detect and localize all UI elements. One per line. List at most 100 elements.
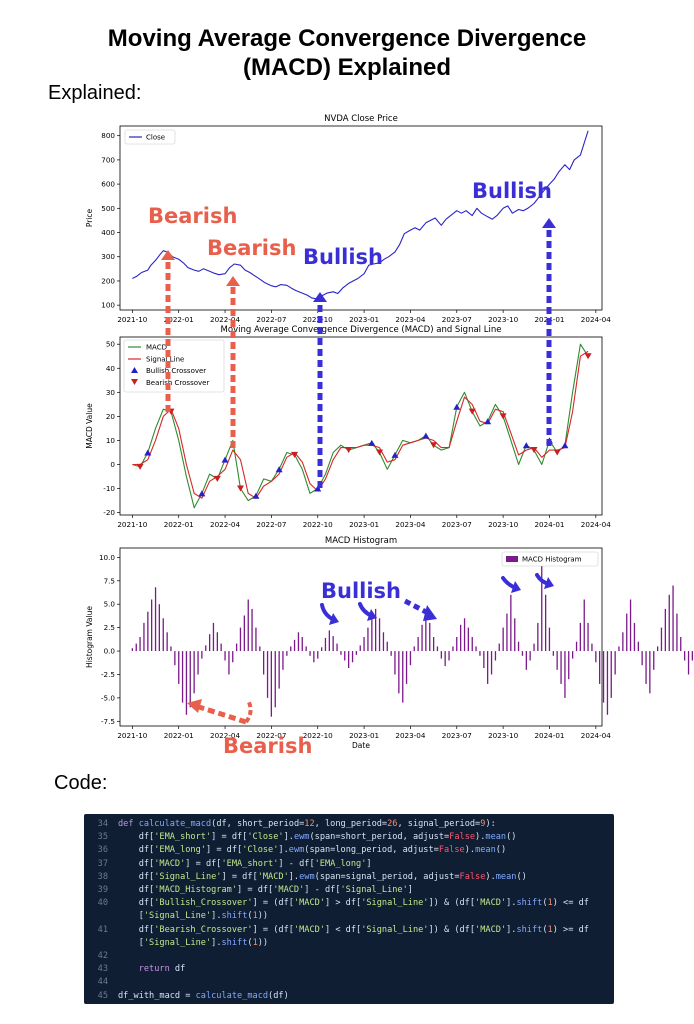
histogram-bar [599, 651, 601, 684]
y-tick-label: 100 [101, 301, 115, 310]
histogram-bar [463, 618, 466, 652]
x-tick-label: 2022-04 [210, 315, 240, 324]
code-line: 43 return df [84, 963, 614, 976]
hist-bearish-arrow [195, 703, 247, 725]
x-tick-label: 2022-01 [164, 520, 194, 529]
bullish-crossover-marker [391, 451, 399, 458]
histogram-bar [290, 646, 292, 652]
bearish-crossover-marker [530, 447, 538, 454]
y-tick-label: 50 [106, 340, 116, 349]
bearish-crossover-marker [553, 449, 561, 456]
histogram-bar [282, 651, 284, 670]
histogram-bar [525, 651, 527, 670]
histogram-bar [351, 651, 354, 663]
bullish-crossover-marker [314, 485, 322, 492]
histogram-bar [251, 608, 253, 652]
code-line: 41 df['Bearish_Crossover'] = (df['MACD']… [84, 924, 614, 937]
bullish-crossover-marker [422, 432, 430, 439]
legend-box [124, 129, 176, 145]
title-line-1: Moving Average Convergence Divergence [107, 25, 587, 52]
line-number: 35 [97, 832, 108, 843]
histogram-bar [572, 651, 574, 659]
histogram-bar [521, 651, 524, 656]
histogram-bar [595, 651, 597, 663]
x-tick-label: 2023-01 [349, 520, 379, 529]
histogram-bar [498, 643, 500, 652]
code-line: ['Signal_Line'].shift(1)) [84, 937, 614, 950]
x-tick-label: 2021-10 [117, 731, 147, 740]
histogram-bar [614, 651, 616, 675]
x-tick-label: 2023-10 [488, 315, 518, 324]
code-line: 37 df['MACD'] = df['EMA_short'] - df['EM… [84, 858, 614, 871]
histogram-bar [135, 643, 137, 652]
series-line-close [132, 130, 589, 300]
code-line: 42 [84, 950, 614, 963]
histogram-bar [680, 637, 682, 652]
histogram-bar [487, 651, 489, 684]
legend-box [123, 339, 225, 393]
histogram-bar [378, 618, 381, 652]
code-line: 44 [84, 976, 614, 989]
histogram-bar [170, 646, 172, 652]
x-tick-label: 2023-01 [349, 315, 379, 324]
histogram-bar [321, 647, 323, 651]
histogram-bar [506, 613, 508, 652]
title-line-2: (MACD) Explained [242, 54, 451, 81]
annotation-hist-bullish: Bullish [321, 579, 401, 603]
histogram-bar [575, 641, 578, 652]
histogram-bar [166, 632, 168, 651]
bullish-crossover-marker [522, 442, 530, 449]
histogram-bar [147, 611, 149, 651]
histogram-bar [545, 594, 547, 651]
legend-label-histogram: MACD Histogram [522, 556, 582, 564]
x-tick-label: 2022-07 [256, 731, 286, 740]
legend-label-bearish: Bearish Crossover [146, 379, 209, 387]
histogram-bar [398, 651, 400, 694]
histogram-bar [591, 643, 593, 652]
line-number: 42 [97, 951, 108, 961]
histogram-bar [668, 594, 670, 651]
code-line: 40 df['Bullish_Crossover'] = (df['MACD']… [84, 897, 614, 910]
line-number: 39 [97, 885, 108, 895]
x-tick-label: 2024-04 [581, 315, 611, 324]
code-line: 45 df_with_macd = calculate_macd(df) [84, 990, 614, 1003]
histogram-bar [537, 622, 539, 651]
plot-frame [119, 125, 603, 311]
code-line: 34 def calculate_macd(df, short_period=12… [84, 818, 614, 831]
histogram-bar [216, 632, 218, 651]
x-tick-label: 2022-04 [210, 731, 240, 740]
histogram-bar [336, 643, 338, 652]
histogram-bar [263, 651, 265, 675]
chart-2: Moving Average Convergence Divergence (M… [85, 325, 611, 529]
x-tick-label: 2024-04 [581, 731, 611, 740]
histogram-bar [278, 651, 280, 689]
explained-label: Explained: [48, 82, 142, 104]
histogram-bar [193, 651, 195, 694]
y-tick-label: 2.5 [104, 623, 115, 632]
histogram-bar [359, 645, 361, 651]
bearish-crossover-marker [499, 413, 507, 420]
y-tick-label: 5.0 [104, 600, 116, 609]
y-tick-label: 0.0 [104, 647, 116, 656]
x-tick-label: 2022-10 [303, 520, 333, 529]
y-axis-label: Histogram Value [85, 606, 94, 668]
y-tick-label: 0 [110, 460, 115, 469]
legend-macd: MACD Signal Line Bullish Crossover Bearish … [123, 339, 225, 393]
histogram-bar [626, 613, 628, 652]
histogram-bar [239, 627, 242, 651]
code-text: df['EMA_long'] = df['Close'].ewm(span=lo… [118, 845, 507, 856]
histogram-bar [467, 627, 469, 651]
bearish-crossover-marker [237, 485, 244, 492]
histogram-bar [394, 651, 396, 675]
histogram-bar [471, 637, 473, 652]
histogram-bar [220, 643, 222, 652]
chart-1: NVDA Close Price 2021-10 2022-01 2022-04 202… [85, 114, 611, 324]
histogram-bar [313, 651, 315, 663]
y-tick-label: -5.0 [101, 693, 115, 702]
histogram-bar [610, 651, 612, 698]
code-line: ['Signal_Line'].shift(1)) [84, 910, 614, 923]
line-number: 40 [97, 898, 108, 909]
code-text: df['Signal_Line'] = df['MACD'].ewm(span=… [118, 871, 527, 882]
line-number: 45 [97, 990, 108, 1001]
y-tick-label: 10 [106, 436, 116, 445]
